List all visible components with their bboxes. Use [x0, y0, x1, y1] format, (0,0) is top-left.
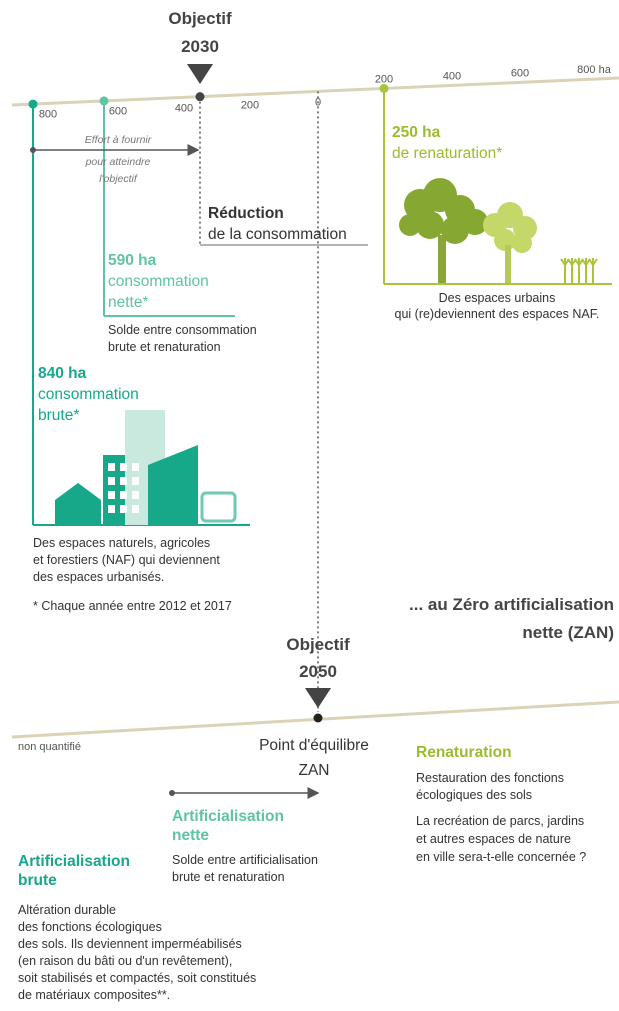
section-text: (en raison du bâti ou d'un revêtement), [18, 954, 232, 968]
section-text: des sols. Ils deviennent imperméabilisés [18, 937, 242, 951]
equilibrium: Point d'équilibre [259, 737, 369, 754]
timeline-label: non quantifié [18, 741, 81, 753]
window [132, 491, 139, 499]
scale-label: 400 [175, 102, 193, 114]
caption: des espaces urbanisés. [33, 570, 164, 584]
objective-label: Objectif [168, 9, 232, 28]
grass [561, 258, 569, 283]
objective-label: Objectif [286, 635, 350, 654]
caption: et forestiers (NAF) qui deviennent [33, 553, 220, 567]
timeline-dot [314, 714, 323, 723]
amount-label: consommation [108, 273, 209, 290]
window [120, 463, 127, 471]
tree-crown [512, 233, 532, 253]
timeline-dot [100, 96, 109, 105]
infographic: Objectif20308006004002000200400600800 ha… [0, 0, 619, 1011]
section-text: brute et renaturation [172, 870, 285, 884]
window [108, 505, 115, 513]
caption: qui (re)deviennent des espaces NAF. [395, 307, 600, 321]
section-title: Artificialisation [18, 853, 130, 870]
section-text: Restauration des fonctions [416, 771, 564, 785]
scale-label: 200 [241, 99, 259, 111]
section-title: Renaturation [416, 744, 512, 761]
section-text: écologiques des sols [416, 788, 532, 802]
section-text: Altération durable [18, 903, 116, 917]
grass [582, 258, 590, 283]
window [132, 505, 139, 513]
amount: 590 ha [108, 252, 157, 269]
section-text: de matériaux composites**. [18, 988, 170, 1002]
objective-year: 2030 [181, 37, 219, 56]
window [132, 477, 139, 485]
amount-label: nette* [108, 294, 149, 311]
window [120, 505, 127, 513]
effort-text: l'objectif [99, 173, 138, 185]
section-text: et autres espaces de nature [416, 832, 571, 846]
effort-text: Effort à fournir [85, 134, 152, 146]
reduction-title: Réduction [208, 205, 284, 222]
amount: 250 ha [392, 124, 441, 141]
section-text: soit stabilisés et compactés, soit const… [18, 971, 256, 985]
tree-crown [399, 214, 421, 236]
caption: Des espaces naturels, agricoles [33, 536, 210, 550]
footnote: * Chaque année entre 2012 et 2017 [33, 599, 232, 613]
objective-year: 2050 [299, 662, 337, 681]
grass [589, 258, 597, 283]
section-title: Artificialisation [172, 808, 284, 825]
amount-label: brute* [38, 407, 79, 424]
bus [202, 493, 235, 521]
scale-label: 600 [511, 67, 529, 79]
scale-label: 800 ha [577, 64, 612, 76]
tree-trunk [505, 245, 511, 283]
timeline-dot [380, 84, 389, 93]
tree-trunk [438, 235, 446, 283]
caption: Solde entre consommation [108, 323, 257, 337]
amount: 840 ha [38, 365, 87, 382]
section-title: nette [172, 827, 209, 844]
zan-heading: nette (ZAN) [522, 623, 614, 642]
objective-marker [187, 64, 213, 84]
grass [575, 258, 583, 283]
equilibrium: ZAN [299, 762, 330, 779]
window [108, 477, 115, 485]
caption: Des espaces urbains [439, 291, 556, 305]
timeline-dot [196, 92, 205, 101]
amount-label: de renaturation* [392, 145, 502, 162]
objective-marker [305, 688, 331, 708]
window [108, 463, 115, 471]
section-text: des fonctions écologiques [18, 920, 162, 934]
window [120, 477, 127, 485]
effort-text: pour atteindre [85, 156, 151, 168]
amount-label: consommation [38, 386, 139, 403]
reduction-subtitle: de la consommation [208, 226, 347, 243]
window [108, 491, 115, 499]
caption: brute et renaturation [108, 340, 221, 354]
window [132, 463, 139, 471]
arrow-dot [30, 147, 36, 153]
zan-heading: ... au Zéro artificialisation [409, 595, 614, 614]
scale-label: 200 [375, 73, 393, 85]
section-text: en ville sera-t-elle concernée ? [416, 850, 586, 864]
scale-label: 600 [109, 105, 127, 117]
scale-label: 800 [39, 108, 57, 120]
section-text: Solde entre artificialisation [172, 853, 318, 867]
grass [568, 258, 576, 283]
house [55, 483, 101, 525]
timeline-dot [29, 100, 38, 109]
arrow-dot [169, 790, 175, 796]
window [120, 491, 127, 499]
section-title: brute [18, 872, 57, 889]
section-text: La recréation de parcs, jardins [416, 814, 584, 828]
scale-label: 400 [443, 70, 461, 82]
